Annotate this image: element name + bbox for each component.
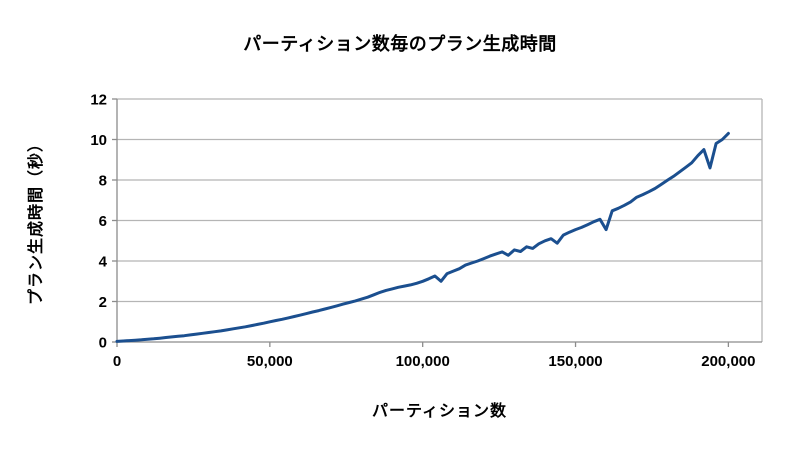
x-tick-label: 50,000 <box>247 353 293 370</box>
y-tick-label: 0 <box>99 335 107 352</box>
x-tick-label: 0 <box>113 353 121 370</box>
x-tick-label: 200,000 <box>701 353 755 370</box>
x-tick-label: 150,000 <box>548 353 602 370</box>
x-axis-title: パーティション数 <box>371 403 508 420</box>
y-tick-label: 12 <box>90 92 107 109</box>
y-tick-label: 4 <box>99 254 108 271</box>
y-tick-label: 8 <box>99 173 107 190</box>
series-line <box>115 131 730 343</box>
y-tick-label: 2 <box>99 294 107 311</box>
y-tick-label: 6 <box>99 213 107 230</box>
chart-title: パーティション数毎のプラン生成時間 <box>243 34 557 54</box>
y-tick-label: 10 <box>90 132 107 149</box>
x-tick-label: 100,000 <box>396 353 450 370</box>
